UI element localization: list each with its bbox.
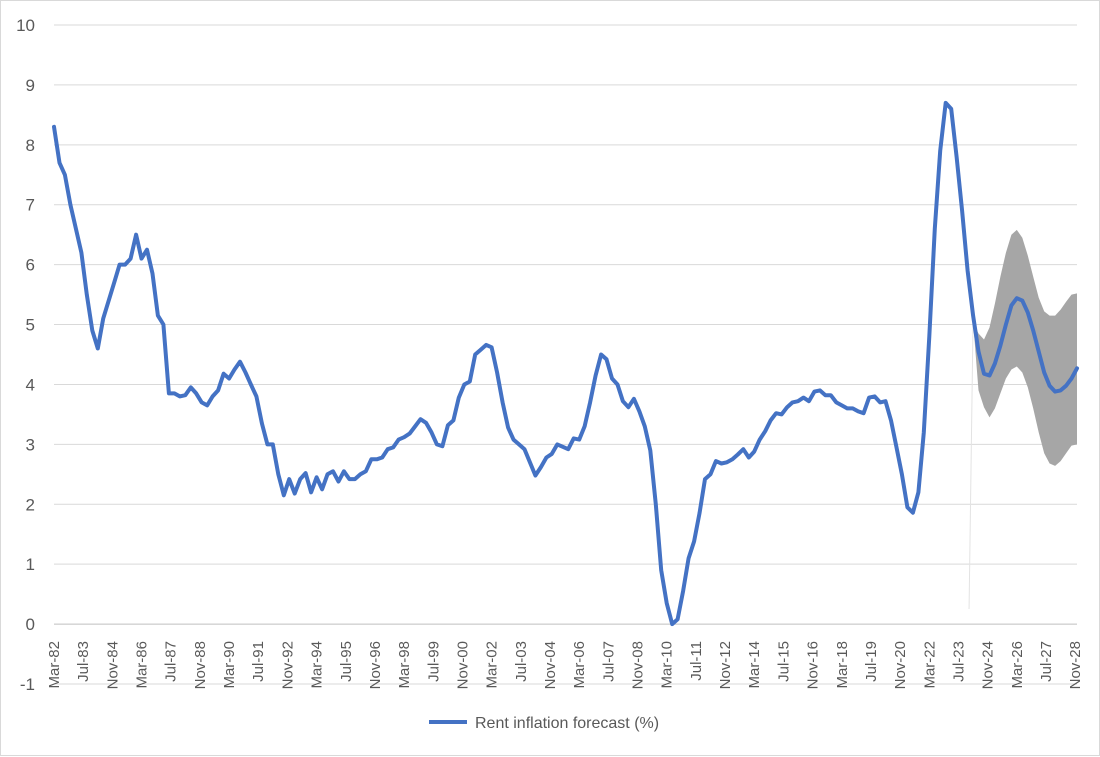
x-tick-label: Nov-20 bbox=[892, 641, 909, 689]
x-tick-label: Nov-24 bbox=[980, 641, 997, 689]
y-tick-label: 8 bbox=[26, 136, 35, 155]
x-tick-label: Jul-11 bbox=[688, 641, 705, 681]
x-tick-label: Jul-91 bbox=[250, 641, 267, 682]
x-tick-label: Jul-23 bbox=[950, 641, 967, 682]
forecast-confidence-band bbox=[973, 229, 1077, 466]
x-tick-label: Mar-82 bbox=[46, 641, 63, 689]
y-tick-label: 5 bbox=[26, 316, 35, 335]
x-tick-label: Nov-12 bbox=[717, 641, 734, 689]
x-tick-label: Mar-22 bbox=[921, 641, 938, 689]
x-tick-label: Jul-83 bbox=[75, 641, 92, 682]
x-tick-label: Nov-92 bbox=[279, 641, 296, 689]
y-axis-ticks: -1 0 1 2 3 4 5 6 7 8 9 10 bbox=[16, 16, 35, 694]
x-tick-label: Nov-16 bbox=[805, 641, 822, 689]
x-tick-label: Mar-06 bbox=[571, 641, 588, 689]
x-tick-label: Jul-15 bbox=[775, 641, 792, 682]
x-tick-label: Nov-04 bbox=[542, 641, 559, 689]
x-tick-label: Mar-26 bbox=[1009, 641, 1026, 689]
x-tick-label: Nov-88 bbox=[192, 641, 209, 689]
x-tick-label: Mar-18 bbox=[834, 641, 851, 689]
x-tick-label: Mar-90 bbox=[221, 641, 238, 689]
y-tick-label: 0 bbox=[26, 615, 35, 634]
y-tick-label: 4 bbox=[26, 375, 35, 394]
x-tick-label: Jul-19 bbox=[863, 641, 880, 682]
x-tick-label: Nov-08 bbox=[630, 641, 647, 689]
x-tick-label: Mar-02 bbox=[484, 641, 501, 689]
x-tick-label: Mar-98 bbox=[396, 641, 413, 689]
x-tick-label: Nov-28 bbox=[1067, 641, 1084, 689]
legend-label-rent-inflation-forecast: Rent inflation forecast (%) bbox=[475, 715, 659, 732]
series-lines bbox=[52, 100, 1079, 627]
y-tick-label: 9 bbox=[26, 76, 35, 95]
x-tick-label: Jul-07 bbox=[600, 641, 617, 682]
x-tick-label: Mar-86 bbox=[134, 641, 151, 689]
x-tick-label: Jul-99 bbox=[425, 641, 442, 682]
y-tick-label: 1 bbox=[26, 555, 35, 574]
y-tick-label: 3 bbox=[26, 435, 35, 454]
x-tick-label: Jul-03 bbox=[513, 641, 530, 682]
x-tick-label: Mar-14 bbox=[746, 641, 763, 689]
x-tick-label: Jul-27 bbox=[1038, 641, 1055, 682]
x-tick-label: Nov-96 bbox=[367, 641, 384, 689]
y-tick-label: -1 bbox=[20, 675, 35, 694]
y-tick-label: 2 bbox=[26, 495, 35, 514]
y-tick-label: 6 bbox=[26, 256, 35, 275]
series-line-rent-inflation-forecast bbox=[52, 100, 1079, 627]
y-tick-label: 10 bbox=[16, 16, 35, 35]
x-tick-label: Nov-84 bbox=[104, 641, 121, 689]
legend: Rent inflation forecast (%) bbox=[429, 715, 659, 732]
x-tick-label: Mar-10 bbox=[659, 641, 676, 689]
x-tick-label: Jul-87 bbox=[163, 641, 180, 682]
confidence-band bbox=[968, 229, 1077, 610]
x-axis-ticks: Mar-82 Jul-83 Nov-84 Mar-86 Jul-87 Nov-88 Mar-… bbox=[46, 641, 1084, 689]
x-tick-label: Jul-95 bbox=[338, 641, 355, 682]
x-tick-label: Nov-00 bbox=[454, 641, 471, 689]
forecast-start-guide bbox=[968, 321, 974, 610]
gridlines bbox=[54, 24, 1077, 685]
x-tick-label: Mar-94 bbox=[309, 641, 326, 689]
y-tick-label: 7 bbox=[26, 196, 35, 215]
